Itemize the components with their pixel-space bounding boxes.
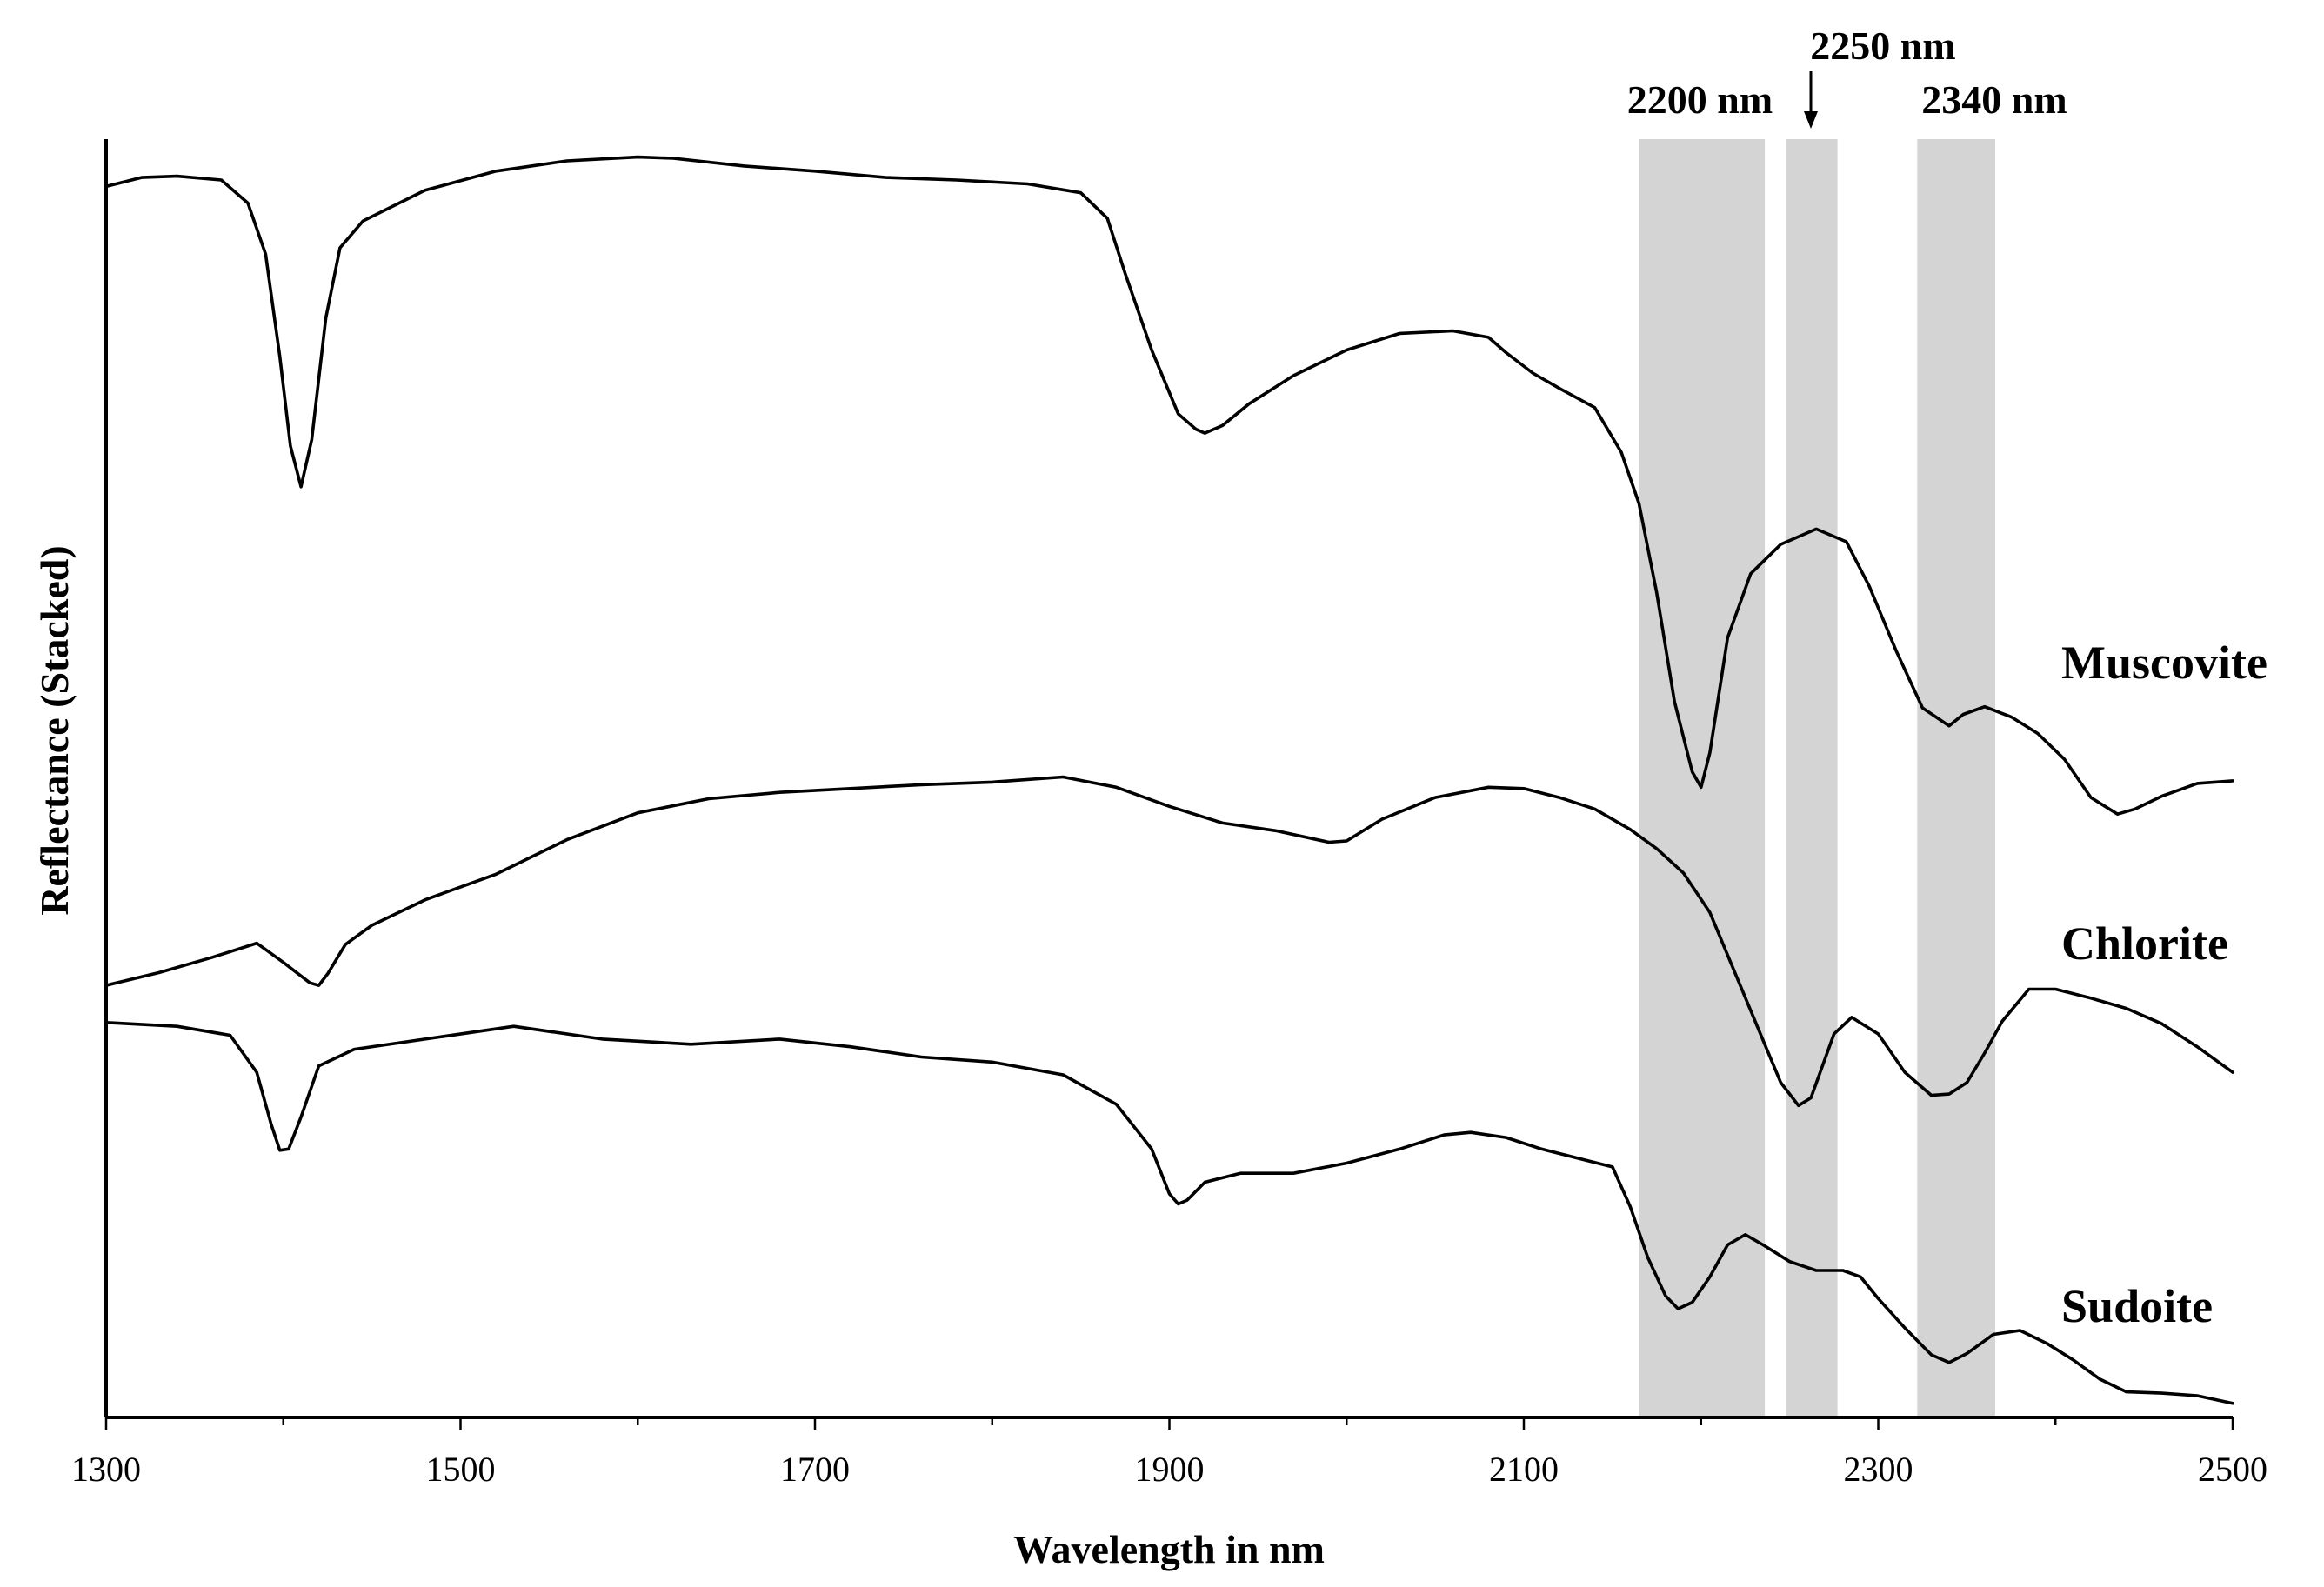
band-label-2250-nm: 2250 nm xyxy=(1810,23,1955,68)
series-label-sudoite: Sudoite xyxy=(2061,1280,2213,1332)
series-labels: Muscovite Chlorite Sudoite xyxy=(2061,637,2267,1332)
x-tick-label-2300: 2300 xyxy=(1844,1450,1913,1489)
curve-chlorite xyxy=(104,775,2234,1108)
x-axis-ticks: 1300 1500 1700 1900 2100 2300 2500 xyxy=(71,1417,2267,1489)
band-2340-nm xyxy=(1917,139,1995,1417)
x-tick-label-2500: 2500 xyxy=(2198,1450,2267,1489)
band-label-2340-nm: 2340 nm xyxy=(1921,77,2067,122)
band-arrow-head xyxy=(1804,111,1818,129)
x-tick-label-2100: 2100 xyxy=(1489,1450,1559,1489)
band-label-2200-nm: 2200 nm xyxy=(1627,77,1773,122)
spectral-curves xyxy=(104,155,2234,1405)
band-2250-nm xyxy=(1786,139,1838,1417)
series-label-chlorite: Chlorite xyxy=(2061,917,2228,970)
absorption-bands xyxy=(1639,139,1995,1417)
x-tick-label-1700: 1700 xyxy=(780,1450,850,1489)
axes xyxy=(104,139,2233,1419)
series-label-muscovite: Muscovite xyxy=(2061,637,2267,689)
y-axis-label: Reflectance (Stacked) xyxy=(32,545,77,915)
curve-muscovite xyxy=(104,155,2234,816)
band-labels: 2200 nm 2250 nm 2340 nm xyxy=(1627,23,2067,129)
curve-sudoite xyxy=(104,1021,2234,1405)
x-tick-label-1900: 1900 xyxy=(1135,1450,1205,1489)
x-axis-label: Wavelength in nm xyxy=(1013,1527,1325,1571)
x-tick-label-1500: 1500 xyxy=(426,1450,496,1489)
x-tick-label-1300: 1300 xyxy=(71,1450,141,1489)
